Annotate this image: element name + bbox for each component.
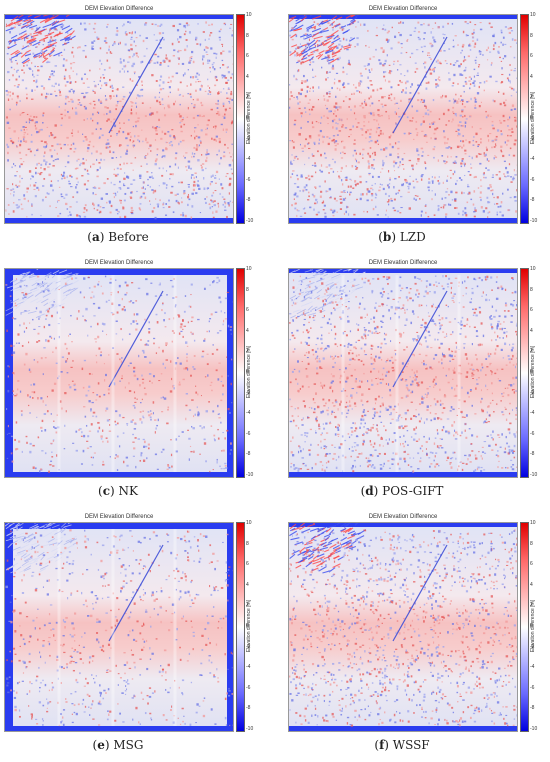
colorbar-tick: -4 [246,664,250,670]
panel-caption: (a) Before [0,230,236,244]
elevation-difference-map [288,268,518,478]
colorbar-tick: 6 [246,307,249,313]
colorbar-label: Elevation difference [m] [246,92,252,144]
colorbar-tick: -6 [246,177,250,183]
elevation-difference-map [288,14,518,224]
colorbar-tick: -10 [530,726,537,732]
panel-title: DEM Elevation Difference [292,514,514,520]
colorbar-tick: -10 [246,726,253,732]
panel-title: DEM Elevation Difference [292,6,514,12]
colorbar [520,522,529,732]
panel-title: DEM Elevation Difference [8,6,230,12]
colorbar-tick: 8 [530,541,533,547]
colorbar-tick: 10 [246,520,252,526]
map-image [289,523,517,731]
colorbar-label: Elevation difference [m] [530,346,536,398]
colorbar [520,14,529,224]
colorbar-tick: -6 [530,431,534,437]
panel-caption: (b) LZD [284,230,520,244]
colorbar-tick: 8 [530,287,533,293]
colorbar-tick: -6 [246,431,250,437]
colorbar-tick: -8 [530,451,534,457]
colorbar-tick: 4 [530,74,533,80]
colorbar-tick: -10 [530,472,537,478]
colorbar-tick: 6 [246,53,249,59]
elevation-difference-map [4,268,234,478]
panel-title: DEM Elevation Difference [292,260,514,266]
colorbar-tick: 6 [530,53,533,59]
colorbar-tick: -4 [530,664,534,670]
map-image [289,15,517,223]
colorbar-tick: 6 [530,307,533,313]
colorbar-tick: -4 [246,410,250,416]
colorbar-tick: -10 [246,472,253,478]
colorbar-tick: -10 [246,218,253,224]
colorbar-tick: 10 [530,520,536,526]
elevation-difference-map [4,522,234,732]
colorbar-tick: -6 [246,685,250,691]
colorbar-tick: 4 [530,328,533,334]
colorbar-tick: -6 [530,685,534,691]
colorbar [236,268,245,478]
colorbar-tick: 6 [530,561,533,567]
panel-title: DEM Elevation Difference [8,260,230,266]
panel-caption: (c) NK [0,484,236,498]
colorbar-tick: 10 [246,266,252,272]
colorbar-tick: 4 [246,74,249,80]
colorbar-tick: -8 [246,197,250,203]
colorbar-tick: 8 [246,541,249,547]
map-image [5,15,233,223]
colorbar-tick: 4 [246,328,249,334]
colorbar [236,522,245,732]
map-image [5,523,233,731]
colorbar-label: Elevation difference [m] [530,600,536,652]
colorbar-tick: 10 [246,12,252,18]
colorbar-tick: -8 [246,451,250,457]
colorbar-tick: 8 [530,33,533,39]
colorbar [236,14,245,224]
elevation-difference-map [288,522,518,732]
panel-caption: (e) MSG [0,738,236,752]
colorbar-tick: 8 [246,33,249,39]
colorbar-tick: 6 [246,561,249,567]
panel-caption: (f) WSSF [284,738,520,752]
colorbar-tick: 8 [246,287,249,293]
map-image [5,269,233,477]
colorbar-tick: 4 [246,582,249,588]
colorbar-tick: -8 [246,705,250,711]
colorbar-tick: -4 [246,156,250,162]
colorbar-tick: -4 [530,410,534,416]
colorbar-tick: 10 [530,12,536,18]
colorbar-tick: -8 [530,197,534,203]
elevation-difference-map [4,14,234,224]
colorbar-tick: -6 [530,177,534,183]
panel-title: DEM Elevation Difference [8,514,230,520]
map-image [289,269,517,477]
colorbar-tick: 10 [530,266,536,272]
colorbar-tick: -10 [530,218,537,224]
colorbar-label: Elevation difference [m] [246,600,252,652]
colorbar-tick: -4 [530,156,534,162]
colorbar-label: Elevation difference [m] [246,346,252,398]
colorbar-tick: -8 [530,705,534,711]
colorbar [520,268,529,478]
panel-caption: (d) POS-GIFT [284,484,520,498]
colorbar-tick: 4 [530,582,533,588]
colorbar-label: Elevation difference [m] [530,92,536,144]
